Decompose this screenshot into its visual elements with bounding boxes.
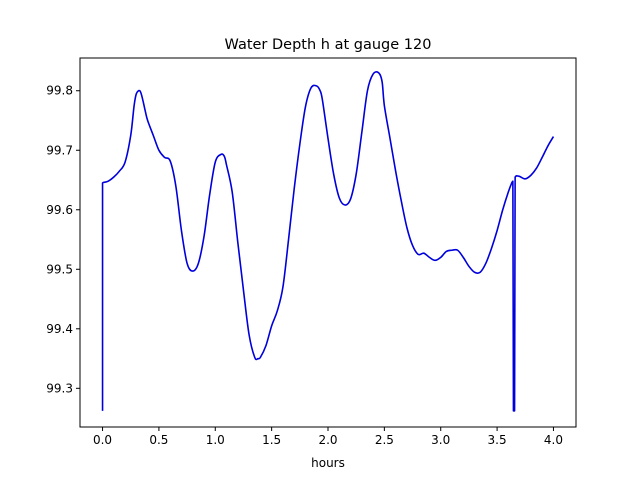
y-tick-label: 99.5 (46, 262, 73, 276)
y-axis-ticks: 99.3 99.4 99.5 99.6 99.7 99.8 (46, 84, 80, 395)
x-tick-label: 2.0 (318, 433, 337, 447)
series-line (101, 71, 555, 412)
x-tick-label: 4.0 (544, 433, 563, 447)
y-tick-label: 99.4 (46, 322, 73, 336)
x-tick-label: 3.0 (431, 433, 450, 447)
x-tick-label: 1.0 (206, 433, 225, 447)
x-tick-label: 1.5 (262, 433, 281, 447)
y-tick-label: 99.8 (46, 84, 73, 98)
y-tick-label: 99.3 (46, 381, 73, 395)
chart-title: Water Depth h at gauge 120 (225, 37, 432, 53)
series-layer (101, 71, 555, 412)
y-tick-label: 99.7 (46, 143, 73, 157)
x-tick-label: 0.5 (149, 433, 168, 447)
x-tick-label: 0.0 (93, 433, 112, 447)
x-axis-ticks: 0.0 0.5 1.0 1.5 2.0 2.5 3.0 3.5 4.0 (93, 427, 563, 447)
y-tick-label: 99.6 (46, 203, 73, 217)
x-axis-label: hours (311, 456, 345, 470)
x-tick-label: 3.5 (488, 433, 507, 447)
x-tick-label: 2.5 (375, 433, 394, 447)
